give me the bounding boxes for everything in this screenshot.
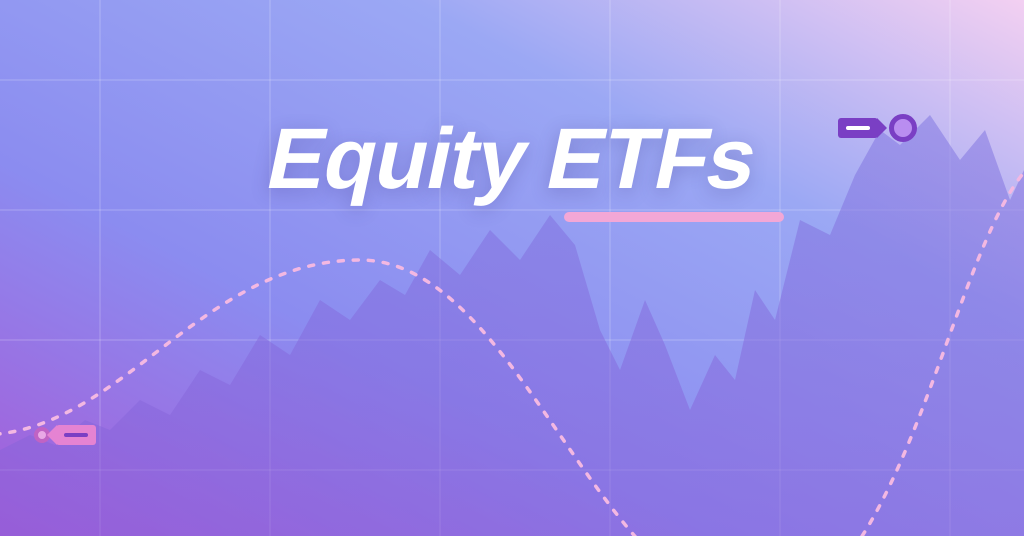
background-chart: [0, 0, 1024, 536]
price-tag-bottom: [56, 425, 96, 445]
infographic-canvas: Equity ETFs: [0, 0, 1024, 536]
chart-end-marker: [889, 114, 917, 142]
price-tag-top: [838, 118, 878, 138]
title-underline: [564, 212, 784, 222]
page-title: Equity ETFs: [259, 110, 766, 209]
